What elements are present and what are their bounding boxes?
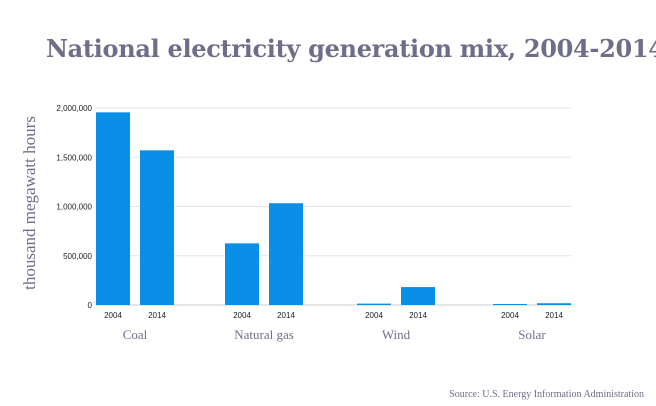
- bar-wind-2014: [401, 287, 435, 305]
- x-tick-label: 2014: [148, 311, 166, 320]
- x-tick-label: 2014: [277, 311, 295, 320]
- category-label: Natural gas: [234, 327, 294, 342]
- bar-natural-gas-2004: [225, 243, 259, 305]
- category-label: Coal: [123, 327, 148, 342]
- y-tick-label: 1,500,000: [56, 153, 92, 162]
- category-labels: Coal Natural gas Wind Solar: [123, 327, 547, 342]
- y-tick-labels: 0 500,000 1,000,000 1,500,000 2,000,000: [56, 104, 92, 310]
- grid-lines: [96, 107, 572, 306]
- category-label: Wind: [382, 327, 411, 342]
- y-tick-label: 2,000,000: [56, 104, 92, 113]
- y-tick-label: 500,000: [63, 252, 92, 261]
- x-tick-label: 2014: [545, 311, 563, 320]
- x-tick-labels: 2004 2014 2004 2014 2004 2014 2004 2014: [104, 311, 563, 320]
- x-tick-label: 2004: [501, 311, 519, 320]
- x-tick-label: 2004: [233, 311, 251, 320]
- x-tick-label: 2004: [365, 311, 383, 320]
- category-label: Solar: [518, 327, 546, 342]
- bar-natural-gas-2014: [269, 203, 303, 305]
- bar-solar-2014: [537, 303, 571, 305]
- y-tick-label: 0: [88, 301, 93, 310]
- y-tick-label: 1,000,000: [56, 203, 92, 212]
- bar-solar-2004: [493, 304, 527, 305]
- bar-coal-2004: [96, 112, 130, 305]
- bar-wind-2004: [357, 303, 391, 305]
- x-tick-label: 2004: [104, 311, 122, 320]
- bars: [96, 112, 571, 305]
- x-tick-label: 2014: [409, 311, 427, 320]
- bar-coal-2014: [140, 150, 174, 305]
- chart-title: National electricity generation mix, 200…: [46, 34, 656, 63]
- source-note: Source: U.S. Energy Information Administ…: [449, 389, 644, 400]
